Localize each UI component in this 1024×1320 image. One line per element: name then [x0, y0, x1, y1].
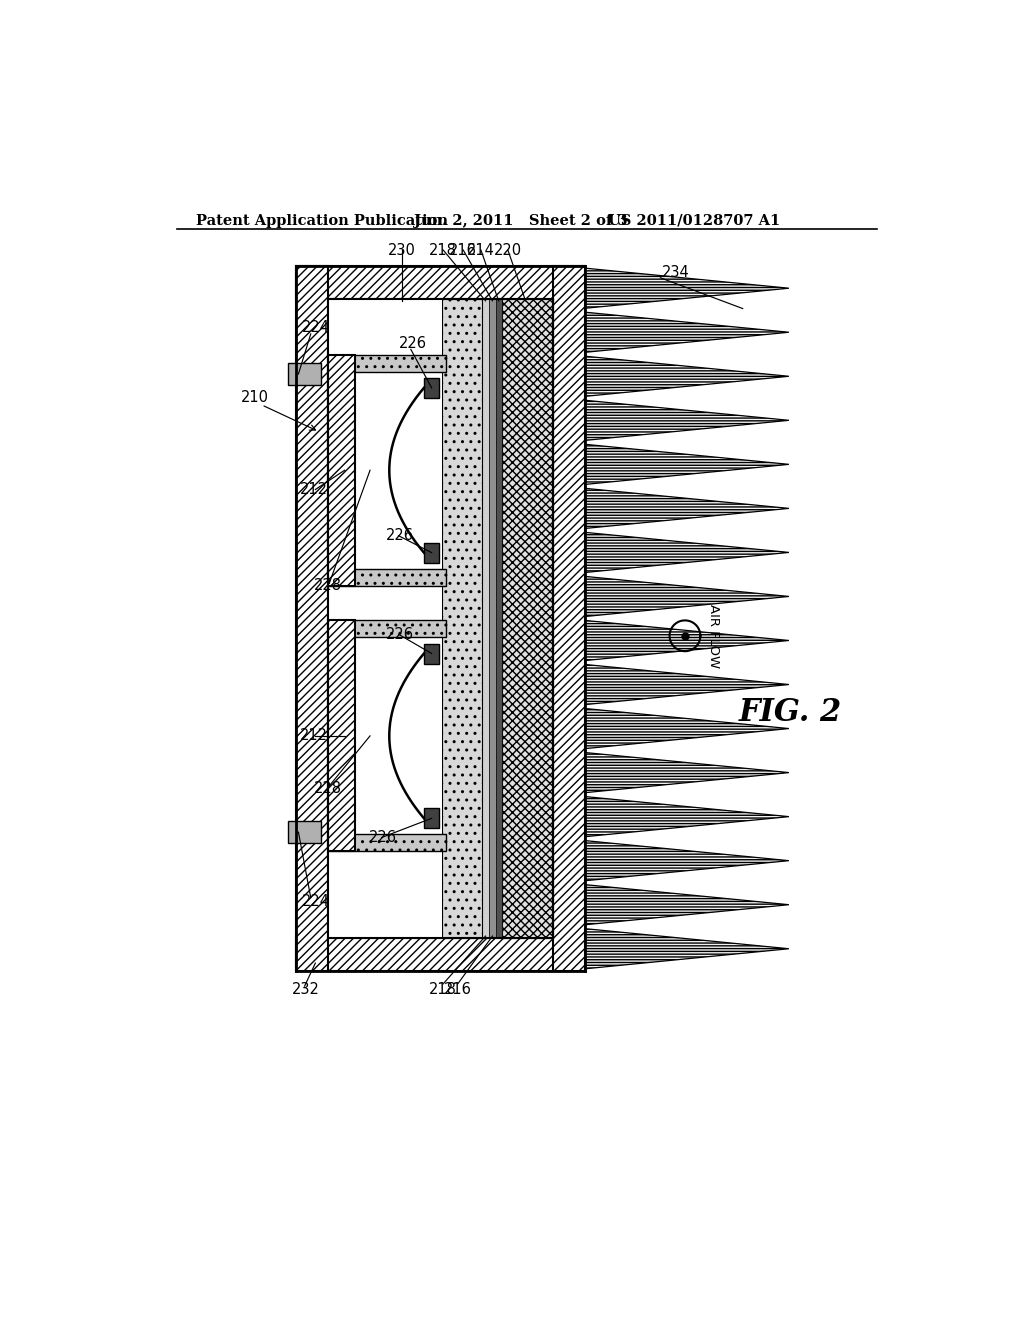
Polygon shape [503, 298, 553, 939]
Polygon shape [296, 267, 585, 298]
Text: US 2011/0128707 A1: US 2011/0128707 A1 [608, 214, 780, 228]
Polygon shape [585, 709, 788, 748]
Text: Jun. 2, 2011   Sheet 2 of 3: Jun. 2, 2011 Sheet 2 of 3 [414, 214, 628, 228]
Polygon shape [329, 834, 446, 851]
Polygon shape [329, 620, 354, 851]
Polygon shape [585, 400, 788, 441]
Polygon shape [424, 378, 439, 397]
Polygon shape [585, 752, 788, 793]
Polygon shape [585, 445, 788, 484]
Text: 214: 214 [467, 243, 495, 257]
Polygon shape [585, 356, 788, 396]
Polygon shape [585, 841, 788, 880]
Text: Patent Application Publication: Patent Application Publication [196, 214, 449, 228]
Text: AIR FLOW: AIR FLOW [707, 603, 720, 668]
Text: 212: 212 [300, 729, 328, 743]
Polygon shape [296, 267, 329, 970]
Polygon shape [585, 664, 788, 705]
Polygon shape [585, 488, 788, 528]
Polygon shape [424, 543, 439, 562]
Polygon shape [482, 298, 489, 939]
Text: 234: 234 [662, 265, 689, 280]
Polygon shape [424, 808, 439, 829]
Polygon shape [329, 620, 446, 638]
Polygon shape [585, 929, 788, 969]
Text: 212: 212 [300, 482, 328, 498]
Polygon shape [442, 298, 482, 939]
Polygon shape [553, 267, 585, 970]
Polygon shape [496, 298, 503, 939]
Text: 216: 216 [450, 243, 477, 257]
Polygon shape [585, 532, 788, 573]
Text: 226: 226 [370, 830, 397, 845]
Text: 218: 218 [429, 982, 457, 998]
Polygon shape [489, 298, 496, 939]
Text: 220: 220 [494, 243, 522, 257]
Polygon shape [585, 796, 788, 837]
Text: 216: 216 [443, 982, 472, 998]
Polygon shape [585, 620, 788, 660]
Polygon shape [329, 355, 354, 586]
Polygon shape [424, 644, 439, 664]
Polygon shape [329, 569, 446, 586]
Text: 228: 228 [313, 578, 342, 593]
Polygon shape [585, 268, 788, 309]
Text: 230: 230 [388, 243, 416, 257]
Text: 226: 226 [386, 627, 414, 642]
Text: 232: 232 [292, 982, 321, 998]
Polygon shape [288, 821, 321, 843]
Polygon shape [329, 298, 442, 939]
Text: 228: 228 [313, 780, 342, 796]
Polygon shape [585, 884, 788, 925]
Text: 226: 226 [386, 528, 414, 544]
Text: 224: 224 [301, 321, 330, 335]
Text: 218: 218 [429, 243, 457, 257]
Text: 210: 210 [241, 389, 268, 405]
Text: 224: 224 [301, 894, 330, 909]
Polygon shape [329, 355, 446, 372]
Polygon shape [296, 939, 585, 970]
Polygon shape [288, 363, 321, 385]
Text: 226: 226 [398, 335, 427, 351]
Polygon shape [585, 577, 788, 616]
Polygon shape [585, 312, 788, 352]
Text: FIG. 2: FIG. 2 [739, 697, 842, 729]
